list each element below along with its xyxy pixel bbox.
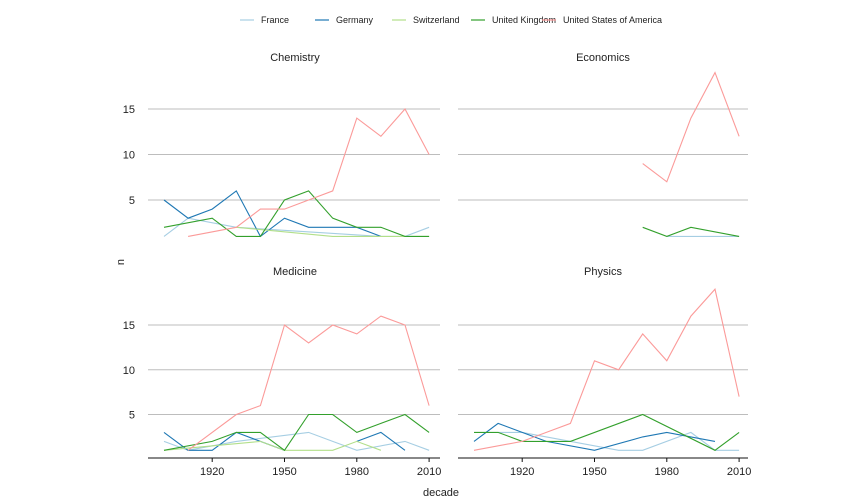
- panel-title: Physics: [584, 266, 622, 278]
- y-tick-label: 10: [123, 365, 135, 377]
- series-line-france: [163, 431, 430, 451]
- y-tick-label: 15: [123, 320, 135, 332]
- series-line-germany: [356, 431, 406, 451]
- series-line-united-kingdom: [474, 413, 740, 451]
- series-line-united-states-of-america: [642, 71, 740, 183]
- legend-label: France: [261, 15, 289, 25]
- x-tick-label: 2010: [417, 466, 441, 478]
- series-line-united-kingdom: [642, 226, 740, 237]
- y-tick-label: 5: [129, 410, 135, 422]
- series-line-united-states-of-america: [187, 108, 430, 237]
- series-line-united-states-of-america: [187, 315, 430, 451]
- legend-label: United Kingdom: [492, 15, 556, 25]
- y-tick-label: 5: [129, 195, 135, 207]
- x-tick-label: 2010: [727, 466, 751, 478]
- series-line-france: [163, 217, 430, 237]
- legend-label: Germany: [336, 15, 374, 25]
- series-line-united-states-of-america: [473, 288, 740, 451]
- x-axis-title: decade: [423, 487, 459, 499]
- legend-label: United States of America: [563, 15, 662, 25]
- series-line-united-kingdom: [163, 190, 430, 237]
- panel-title: Chemistry: [270, 52, 320, 64]
- series-line-germany: [473, 422, 716, 451]
- series-line-switzerland: [163, 440, 382, 451]
- x-tick-label: 1920: [510, 466, 534, 478]
- x-tick-label: 1980: [345, 466, 369, 478]
- series-line-united-kingdom: [163, 413, 430, 452]
- x-tick-label: 1920: [200, 466, 224, 478]
- y-tick-label: 15: [123, 104, 135, 116]
- y-axis-title: n: [115, 259, 127, 265]
- legend-label: Switzerland: [413, 15, 460, 25]
- x-tick-label: 1980: [655, 466, 679, 478]
- y-tick-label: 10: [123, 150, 135, 162]
- panel-title: Economics: [576, 52, 630, 64]
- x-tick-label: 1950: [582, 466, 606, 478]
- panel-title: Medicine: [273, 266, 317, 278]
- x-tick-label: 1950: [272, 466, 296, 478]
- series-line-germany: [163, 190, 382, 238]
